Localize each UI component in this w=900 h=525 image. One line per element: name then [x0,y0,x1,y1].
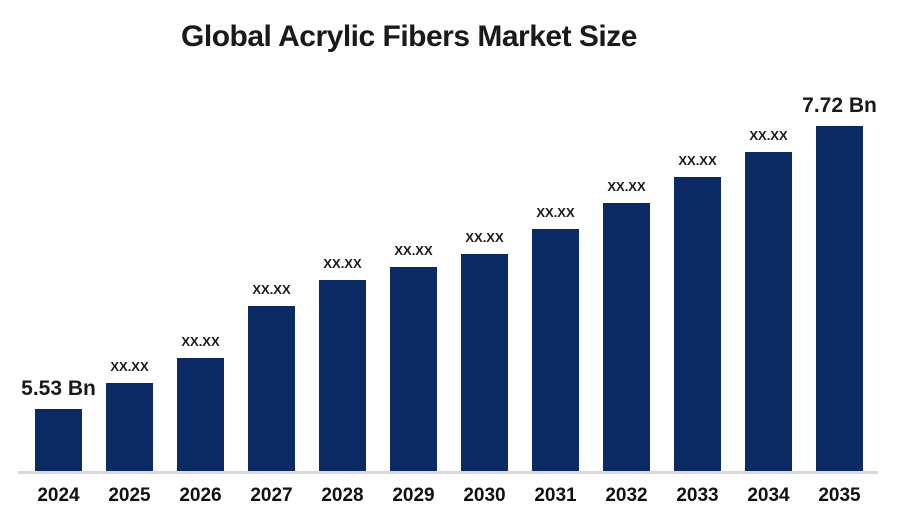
axis-tick-label: 2032 [605,485,648,506]
bar-group: XX.XX 2029 [390,244,437,505]
bar [532,229,579,471]
bar-value-label: XX.XX [181,334,220,349]
axis-tick-label: 2031 [534,485,577,506]
axis-tick-label: 2034 [747,485,790,506]
bar-value-label: XX.XX [678,153,717,168]
axis-tick-label: 2028 [321,485,364,506]
bar-group: XX.XX 2025 [106,360,153,505]
chart-title: Global Acrylic Fibers Market Size [181,20,637,53]
bar-value-label: 7.72 Bn [802,94,877,117]
x-axis-line [18,471,878,474]
bar [674,177,721,471]
bar [248,306,295,471]
axis-tick-label: 2027 [250,485,293,506]
bar-value-label: XX.XX [252,282,291,297]
axis-tick-label: 2024 [37,485,80,506]
bar-group: XX.XX 2033 [674,154,721,505]
bar-value-label: XX.XX [110,359,149,374]
bar [390,267,437,471]
bar-group: XX.XX 2028 [319,257,366,505]
bar [745,152,792,471]
axis-tick-label: 2030 [463,485,506,506]
bar-group: XX.XX 2034 [745,129,792,505]
bar-group: XX.XX 2030 [461,231,508,505]
bar-group: XX.XX 2026 [177,335,224,505]
bar [106,383,153,471]
axis-tick-label: 2029 [392,485,435,506]
axis-tick-label: 2033 [676,485,719,506]
bar-value-label: XX.XX [323,256,362,271]
axis-tick-label: 2025 [108,485,151,506]
bar [816,126,863,471]
bar-value-label: XX.XX [607,179,646,194]
bar [461,254,508,471]
bar-group: XX.XX 2032 [603,180,650,505]
bar-group: XX.XX 2027 [248,283,295,505]
bar-group: 7.72 Bn 2035 [802,95,877,505]
bar-value-label: XX.XX [394,243,433,258]
axis-tick-label: 2026 [179,485,222,506]
bar-value-label: XX.XX [465,230,504,245]
bar-value-label: 5.53 Bn [21,377,96,400]
bar-group: 5.53 Bn 2024 [21,378,96,505]
bar-value-label: XX.XX [536,205,575,220]
bar-value-label: XX.XX [749,128,788,143]
bar [35,409,82,471]
bar [603,203,650,471]
axis-tick-label: 2035 [818,485,861,506]
bar [177,358,224,471]
bar-group: XX.XX 2031 [532,206,579,505]
bar [319,280,366,471]
